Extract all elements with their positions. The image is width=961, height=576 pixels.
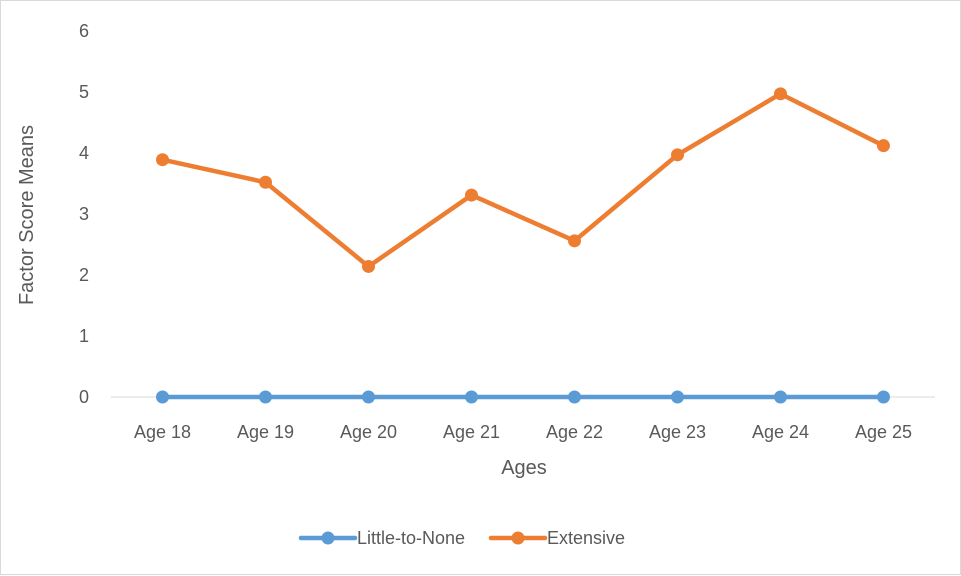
y-tick-label: 0 bbox=[79, 387, 89, 407]
legend-swatch-marker bbox=[321, 531, 335, 545]
y-tick-label: 4 bbox=[79, 143, 89, 163]
data-point-little-to-none bbox=[568, 390, 581, 404]
x-axis-title: Ages bbox=[501, 457, 547, 479]
y-axis-title: Factor Score Means bbox=[16, 125, 38, 305]
x-tick-label: Age 20 bbox=[340, 422, 397, 442]
data-point-extensive bbox=[568, 234, 581, 248]
y-tick-label: 6 bbox=[79, 21, 89, 41]
legend-label: Little-to-None bbox=[357, 528, 465, 548]
data-point-extensive bbox=[465, 188, 478, 202]
data-point-little-to-none bbox=[156, 390, 169, 404]
data-point-little-to-none bbox=[774, 390, 787, 404]
x-tick-label: Age 23 bbox=[649, 422, 706, 442]
legend-swatch-marker bbox=[511, 531, 525, 545]
data-point-little-to-none bbox=[259, 390, 272, 404]
x-tick-label: Age 22 bbox=[546, 422, 603, 442]
data-point-extensive bbox=[362, 259, 375, 273]
data-point-extensive bbox=[774, 87, 787, 101]
data-point-extensive bbox=[156, 153, 169, 167]
y-tick-label: 3 bbox=[79, 204, 89, 224]
series-little-to-none bbox=[156, 390, 890, 404]
data-point-little-to-none bbox=[465, 390, 478, 404]
legend-item-little-to-none: Little-to-None bbox=[298, 528, 465, 548]
x-tick-label: Age 19 bbox=[237, 422, 294, 442]
x-tick-label: Age 25 bbox=[855, 422, 912, 442]
data-point-extensive bbox=[877, 139, 890, 153]
data-point-little-to-none bbox=[671, 390, 684, 404]
y-tick-label: 2 bbox=[79, 265, 89, 285]
y-tick-label: 1 bbox=[79, 326, 89, 346]
data-point-little-to-none bbox=[877, 390, 890, 404]
legend: Little-to-None Extensive bbox=[298, 528, 625, 548]
x-tick-label: Age 21 bbox=[443, 422, 500, 442]
x-tick-label: Age 24 bbox=[752, 422, 809, 442]
data-point-extensive bbox=[259, 175, 272, 189]
data-point-little-to-none bbox=[362, 390, 375, 404]
y-tick-label: 5 bbox=[79, 82, 89, 102]
legend-label: Extensive bbox=[547, 528, 625, 548]
series-line-extensive bbox=[160, 91, 886, 269]
x-tick-label: Age 18 bbox=[134, 422, 191, 442]
legend-item-extensive: Extensive bbox=[488, 528, 625, 548]
series-extensive bbox=[156, 87, 890, 273]
data-point-extensive bbox=[671, 148, 684, 162]
